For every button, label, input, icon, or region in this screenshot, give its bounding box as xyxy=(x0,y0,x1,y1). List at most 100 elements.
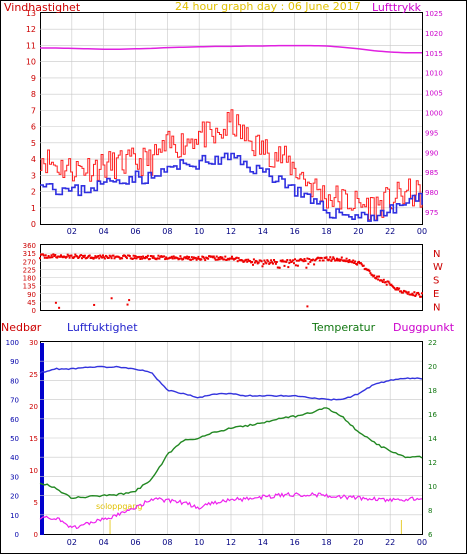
direction-point xyxy=(287,266,290,269)
direction-point xyxy=(140,255,143,258)
direction-point xyxy=(107,256,110,259)
direction-point xyxy=(135,257,138,260)
direction-point xyxy=(257,261,260,264)
tick-label: 00 xyxy=(417,538,427,547)
dewpoint-series-line xyxy=(39,491,423,530)
humidity-label: Luftfuktighet xyxy=(67,321,138,334)
direction-point xyxy=(385,283,388,286)
direction-point xyxy=(358,260,360,263)
humidity-series-line xyxy=(39,365,423,401)
direction-point xyxy=(101,256,104,259)
direction-point xyxy=(110,297,113,300)
direction-point xyxy=(68,256,71,259)
direction-point xyxy=(128,299,131,302)
direction-point xyxy=(368,270,371,272)
direction-point xyxy=(348,259,351,261)
direction-point xyxy=(88,254,91,257)
direction-point xyxy=(347,261,350,264)
direction-point xyxy=(126,303,129,306)
direction-point xyxy=(157,254,160,257)
tick-label: 04 xyxy=(99,538,109,547)
direction-point xyxy=(217,256,220,259)
direction-point xyxy=(268,262,271,265)
tick-label: 3 xyxy=(31,171,36,180)
direction-point xyxy=(373,274,376,277)
direction-point xyxy=(186,255,189,258)
direction-point xyxy=(197,255,200,258)
direction-point xyxy=(338,259,341,262)
chart-title: 24 hour graph day : 06 June 2017 xyxy=(175,0,361,13)
direction-point xyxy=(320,257,323,259)
direction-point xyxy=(387,280,390,283)
direction-point xyxy=(237,257,240,260)
direction-point xyxy=(261,265,264,268)
direction-point xyxy=(331,258,334,261)
tick-label: 70 xyxy=(10,397,19,405)
tick-label: 10 xyxy=(26,58,36,67)
direction-point xyxy=(304,259,307,262)
tick-label: 10 xyxy=(194,227,204,236)
direction-point xyxy=(105,255,108,258)
direction-point xyxy=(93,303,96,306)
tick-label: 1 xyxy=(31,204,36,213)
direction-point xyxy=(195,258,198,261)
direction-point xyxy=(303,258,306,260)
tick-label: 12 xyxy=(26,25,36,34)
direction-point xyxy=(74,253,77,256)
pressure-label: Lufttrykk xyxy=(372,1,422,14)
tick-label: 11 xyxy=(26,41,36,50)
direction-point xyxy=(185,257,188,260)
direction-point xyxy=(252,263,254,266)
tick-label: 25 xyxy=(29,371,38,379)
tick-label: 0 xyxy=(31,220,36,229)
tick-label: 02 xyxy=(67,538,77,547)
direction-point xyxy=(413,291,416,294)
direction-point xyxy=(78,256,81,259)
direction-point xyxy=(58,306,61,309)
direction-point xyxy=(282,260,285,263)
direction-point xyxy=(325,256,328,259)
tick-label: 14 xyxy=(428,435,437,443)
direction-point xyxy=(337,259,339,262)
direction-point xyxy=(184,256,187,259)
tick-label: 12 xyxy=(226,227,236,236)
direction-point xyxy=(46,256,49,259)
tick-label: 0 xyxy=(32,307,36,315)
direction-point xyxy=(187,257,189,260)
direction-point xyxy=(305,266,308,269)
direction-point xyxy=(393,287,396,289)
direction-point xyxy=(267,260,270,263)
direction-point xyxy=(317,256,320,259)
tick-label: 10 xyxy=(428,483,437,491)
direction-point xyxy=(203,257,206,260)
direction-point xyxy=(265,262,268,265)
tick-label: 975 xyxy=(425,209,438,217)
direction-point xyxy=(400,290,402,293)
tick-label: 14 xyxy=(258,538,268,547)
direction-point xyxy=(397,288,400,291)
direction-point xyxy=(82,256,85,259)
tick-label: 100 xyxy=(6,339,19,347)
tick-label: 15 xyxy=(29,435,38,443)
direction-point xyxy=(172,255,175,258)
direction-point xyxy=(86,256,89,259)
direction-point xyxy=(243,260,246,263)
direction-point xyxy=(339,258,342,261)
tick-label: 45 xyxy=(27,299,36,307)
tick-label: 360 xyxy=(23,242,36,250)
direction-point xyxy=(294,258,296,261)
tick-label: 02 xyxy=(67,227,77,236)
tick-label: 135 xyxy=(23,283,36,291)
direction-point xyxy=(124,255,127,258)
direction-point xyxy=(109,255,112,258)
tick-label: 10 xyxy=(29,467,38,475)
direction-point xyxy=(170,255,173,258)
tick-label: 7 xyxy=(31,106,36,115)
tick-label: 5 xyxy=(31,139,36,148)
direction-point xyxy=(59,255,62,258)
direction-point xyxy=(213,257,216,260)
direction-point xyxy=(414,295,417,297)
tick-label: 12 xyxy=(428,459,437,467)
